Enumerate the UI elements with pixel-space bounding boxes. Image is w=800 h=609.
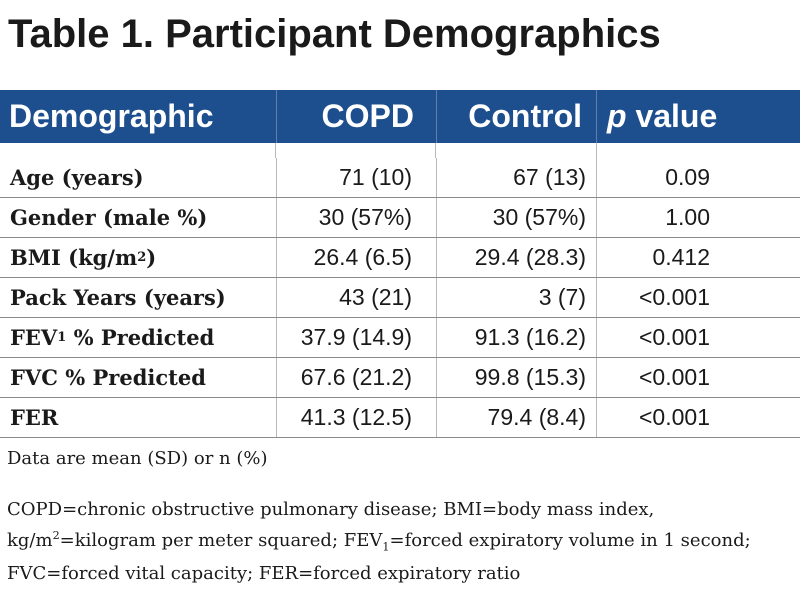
- abbrev-text-2: =kilogram per meter squared; FEV: [59, 530, 383, 551]
- p-value: <0.001: [596, 318, 800, 357]
- header-p-rest: value: [626, 98, 718, 134]
- header-demographic: Demographic: [9, 98, 214, 134]
- label-superscript: 2: [137, 250, 147, 265]
- label-end: % Predicted: [66, 325, 215, 350]
- row-label: Gender (male %): [10, 205, 208, 230]
- p-value: <0.001: [596, 398, 800, 437]
- table-row: Pack Years (years) 43 (21) 3 (7) <0.001: [0, 278, 800, 318]
- copd-value: 30 (57%): [276, 198, 436, 237]
- p-value: 0.412: [596, 238, 800, 277]
- row-label: FVC % Predicted: [10, 365, 206, 390]
- abbrev-text-1: COPD=chronic obstructive pulmonary disea…: [7, 499, 655, 551]
- footnote-abbreviations: COPD=chronic obstructive pulmonary disea…: [7, 497, 767, 587]
- copd-value: 37.9 (14.9): [276, 318, 436, 357]
- demographics-table: Demographic COPD Control p value Age (ye…: [0, 90, 800, 438]
- row-label: FEV 1 % Predicted: [0, 318, 276, 357]
- label-end: ): [146, 245, 157, 270]
- control-value: 3 (7): [436, 278, 596, 317]
- copd-value: 26.4 (6.5): [276, 238, 436, 277]
- header-p-value: p value: [596, 90, 800, 143]
- footnote-data-note: Data are mean (SD) or n (%): [7, 448, 268, 469]
- control-value: 29.4 (28.3): [436, 238, 596, 277]
- control-value: 79.4 (8.4): [436, 398, 596, 437]
- p-value: 0.09: [596, 158, 800, 197]
- copd-value: 71 (10): [276, 158, 436, 197]
- table-row: FVC % Predicted 67.6 (21.2) 99.8 (15.3) …: [0, 358, 800, 398]
- table-header-row: Demographic COPD Control p value: [0, 90, 800, 143]
- label-subscript: 1: [57, 330, 67, 345]
- table-row: FEV 1 % Predicted 37.9 (14.9) 91.3 (16.2)…: [0, 318, 800, 358]
- copd-value: 67.6 (21.2): [276, 358, 436, 397]
- control-value: 67 (13): [436, 158, 596, 197]
- p-value: 1.00: [596, 198, 800, 237]
- row-label: BMI (kg/m 2): [0, 238, 276, 277]
- abbrev-subscript: 1: [382, 540, 390, 554]
- label-text: FEV: [10, 325, 58, 350]
- header-control: Control: [436, 90, 596, 143]
- control-value: 99.8 (15.3): [436, 358, 596, 397]
- row-label: Pack Years (years): [10, 285, 226, 310]
- header-copd: COPD: [276, 90, 436, 143]
- header-p-italic: p: [607, 98, 627, 134]
- header-spacer: [0, 143, 800, 158]
- row-label: Age (years): [10, 165, 144, 190]
- copd-value: 41.3 (12.5): [276, 398, 436, 437]
- abbrev-superscript: 2: [52, 529, 60, 542]
- table-title: Table 1. Participant Demographics: [8, 12, 661, 56]
- p-value: <0.001: [596, 358, 800, 397]
- row-label: FER: [10, 405, 59, 430]
- abbrev-text-3: =forced expiratory volume in 1 second; F…: [7, 530, 751, 584]
- label-text: BMI (kg/m: [10, 245, 138, 270]
- table-row: BMI (kg/m 2) 26.4 (6.5) 29.4 (28.3) 0.412: [0, 238, 800, 278]
- table-row: Gender (male %) 30 (57%) 30 (57%) 1.00: [0, 198, 800, 238]
- control-value: 91.3 (16.2): [436, 318, 596, 357]
- copd-value: 43 (21): [276, 278, 436, 317]
- table-row: FER 41.3 (12.5) 79.4 (8.4) <0.001: [0, 398, 800, 438]
- table-row: Age (years) 71 (10) 67 (13) 0.09: [0, 158, 800, 198]
- p-value: <0.001: [596, 278, 800, 317]
- control-value: 30 (57%): [436, 198, 596, 237]
